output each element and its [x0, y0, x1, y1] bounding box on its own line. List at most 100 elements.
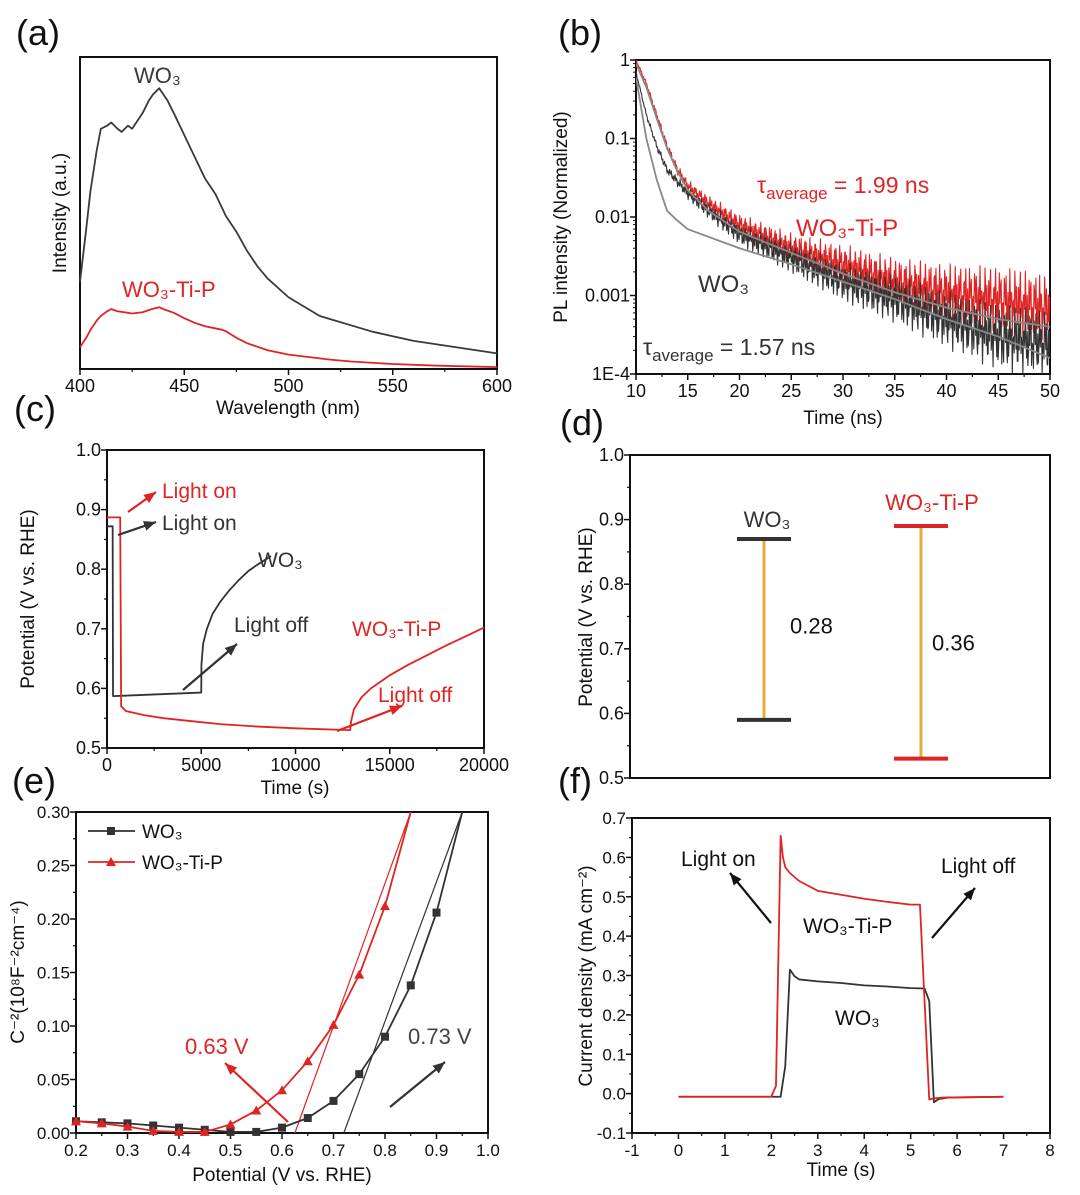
y-tick-label: 0.0 [602, 1085, 626, 1104]
y-tick-label: 0.01 [595, 207, 630, 227]
x-axis-title: Wavelength (nm) [216, 398, 360, 419]
y-tick-label: 1.0 [599, 445, 624, 465]
x-tick-label: 45 [988, 381, 1008, 401]
y-tick-label: 0.1 [602, 1045, 626, 1064]
x-tick-label: 1.0 [476, 1141, 500, 1160]
y-tick-label: 0.9 [76, 500, 101, 520]
y-axis-title: C⁻²(10⁸F⁻²cm⁻⁴) [8, 900, 29, 1043]
data-point-triangle [71, 1116, 81, 1126]
y-tick-label: 0.7 [76, 619, 101, 639]
x-tick-label: 15000 [365, 755, 415, 775]
x-tick-label: 0.8 [373, 1141, 397, 1160]
decay-traces [636, 60, 1050, 374]
series-line-2 [636, 63, 1050, 328]
x-tick-label: 1 [720, 1141, 729, 1160]
annotation-label: WO₃-Ti-P [352, 618, 441, 641]
legend-marker-square [107, 827, 115, 835]
data-point-triangle [225, 1119, 236, 1129]
x-tick-label: 400 [65, 376, 95, 396]
tau-average-label: τaverage = 1.99 ns [757, 172, 929, 203]
series-line-0 [75, 811, 464, 1133]
x-tick-label: 20000 [459, 755, 509, 775]
tangent-line [343, 811, 463, 1134]
y-tick-label: 0.6 [76, 678, 101, 698]
light-off-arrow-head [224, 644, 237, 656]
y-tick-label: 0.30 [37, 803, 70, 822]
data-point-triangle [302, 1056, 313, 1066]
tau-subscript: average [766, 184, 827, 203]
y-tick-label: 0.3 [602, 967, 626, 986]
y-tick-label: 0.5 [599, 768, 624, 788]
x-tick-label: 10000 [270, 755, 320, 775]
y-tick-label: 0.001 [585, 286, 630, 306]
y-axis-title: Potential (V vs. RHE) [18, 509, 39, 689]
y-tick-label: 0.2 [602, 1006, 626, 1025]
y-tick-label: 0.20 [37, 910, 70, 929]
legend-label: WO₃ [142, 822, 182, 843]
x-tick-label: 2 [767, 1141, 776, 1160]
x-tick-label: 4 [859, 1141, 868, 1160]
y-tick-label: 0.8 [76, 559, 101, 579]
x-tick-label: 0 [102, 755, 112, 775]
y-tick-label: 0.6 [599, 703, 624, 723]
x-tick-label: 550 [378, 376, 408, 396]
gap-value-label: 0.28 [790, 613, 833, 638]
y-tick-label: -0.1 [597, 1124, 626, 1143]
tau-value: = 1.57 ns [714, 334, 816, 360]
x-tick-label: 5 [906, 1141, 915, 1160]
series-line-0 [636, 60, 1050, 340]
arrow-0.63V [224, 1062, 289, 1123]
gap-value-label: 0.36 [932, 630, 975, 655]
x-tick-label: 0 [674, 1141, 683, 1160]
tau-subscript: average [652, 346, 713, 365]
category-label: WO₃-Ti-P [885, 490, 979, 515]
tau-symbol: τ [757, 172, 766, 198]
y-tick-label: 0.25 [37, 857, 70, 876]
series-line-1 [79, 306, 498, 369]
data-point-square [226, 1127, 235, 1136]
light-off-arrow-head [963, 888, 975, 901]
panel-b: 10 15 20 25 30 35 40 45 50 1E-4 0.001 0.01 0.1 1 Time … [551, 50, 1060, 429]
data-point-triangle [251, 1105, 262, 1115]
data-point-triangle [122, 1121, 133, 1131]
y-tick-label: 0.5 [602, 888, 626, 907]
panel-label-c: (c) [14, 388, 56, 429]
series-line-0 [79, 87, 498, 355]
tau-symbol: τ [643, 334, 652, 360]
y-tick-label: 0.4 [602, 927, 626, 946]
y-tick-label: 1E-4 [592, 364, 630, 384]
x-tick-label: 600 [482, 376, 512, 396]
data-point-triangle [328, 1019, 339, 1029]
x-tick-label: 6 [952, 1141, 961, 1160]
x-tick-label: 5000 [181, 755, 221, 775]
x-tick-label: 0.4 [167, 1141, 191, 1160]
plot-frame [79, 56, 498, 370]
data-point-triangle [277, 1085, 287, 1095]
series-line-0 [678, 968, 1004, 1104]
category-label: WO₃ [744, 507, 791, 532]
tau-average-label: τaverage = 1.57 ns [643, 334, 815, 365]
y-tick-label: 1 [620, 50, 630, 70]
tangent-line [294, 811, 412, 1134]
y-tick-label: 0.7 [599, 639, 624, 659]
annotation-label: 0.63 V [185, 1034, 249, 1059]
legend-label: WO₃-Ti-P [142, 853, 223, 874]
light-on-arrow-head [143, 492, 156, 504]
x-tick-label: 0.9 [425, 1141, 449, 1160]
annotation-label: Light on [681, 848, 756, 871]
light-on-arrow-head [143, 521, 156, 531]
x-tick-label: 3 [813, 1141, 822, 1160]
panel-f: -1 0 1 2 3 4 5 6 7 8 -0.1 0.0 0.1 0.2 0.3 0.4 0.5 0.6 0.7 T… [576, 809, 1055, 1181]
x-tick-label: 450 [169, 376, 199, 396]
annotation-label: Light off [234, 614, 309, 637]
x-tick-label: 20 [729, 381, 749, 401]
y-tick-label: 0.15 [37, 964, 70, 983]
x-tick-label: 35 [885, 381, 905, 401]
plot-frame [629, 454, 1051, 779]
panel-label-f: (f) [558, 760, 592, 801]
y-tick-label: 0.9 [599, 510, 624, 530]
x-tick-label: 40 [936, 381, 956, 401]
series-line-3 [636, 77, 1050, 359]
y-axis-title: Intensity (a.u.) [50, 153, 71, 273]
annotation-label: Light on [162, 512, 237, 535]
